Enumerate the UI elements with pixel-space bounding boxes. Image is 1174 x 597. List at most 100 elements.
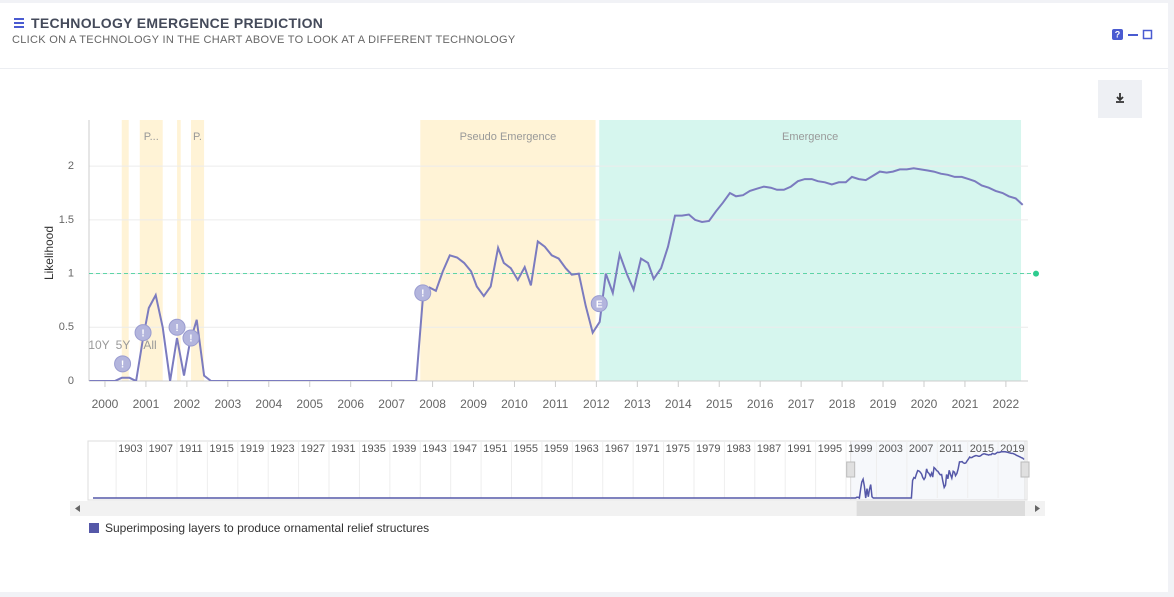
navigator-tick-label: 1939 [392,443,416,455]
navigator-tick-label: 1951 [483,443,507,455]
x-tick-label: 2010 [501,397,528,411]
navigator-tick-label: 1931 [331,443,355,455]
download-icon [1116,92,1124,103]
flag[interactable] [182,329,200,347]
y-tick-label: 1 [68,267,74,279]
flag[interactable] [168,318,186,336]
navigator-tick-label: 1963 [574,443,598,455]
x-tick-label: 2013 [624,397,651,411]
navigator-tick-label: 1947 [453,443,477,455]
x-tick-label: 2009 [460,397,487,411]
scrollbar-track [70,501,1045,516]
x-tick-label: 2012 [583,397,610,411]
band [599,120,1022,381]
x-tick-label: 2014 [665,397,692,411]
band-label: P... [144,131,159,143]
x-tick-label: 2003 [214,397,241,411]
flag-label: ! [421,289,424,300]
navigator-tick-label: 1979 [696,443,720,455]
flag[interactable] [114,355,132,373]
band [121,120,129,381]
range-button[interactable]: All [143,338,156,352]
navigator-tick-label: 1967 [605,443,629,455]
svg-text:?: ? [1115,29,1121,39]
navigator-tick-label: 1991 [787,443,811,455]
navigator-tick-label: 1999 [848,443,872,455]
navigator-tick-label: 2003 [878,443,902,455]
x-tick-label: 2018 [829,397,856,411]
band-label: Emergence [782,131,838,143]
navigator-tick-label: 1935 [361,443,385,455]
scroll-right[interactable] [1035,505,1040,512]
y-tick-label: 0 [68,375,74,387]
navigator-tick-label: 1911 [179,443,203,455]
legend-swatch[interactable] [89,523,99,533]
navigator-tick-label: 1987 [757,443,781,455]
navigator-tick-label: 1903 [118,443,142,455]
navigator-tick-label: 2015 [970,443,994,455]
x-tick-label: 2001 [133,397,160,411]
navigator-tick-label: 1919 [240,443,264,455]
x-tick-label: 2008 [419,397,446,411]
band [139,120,163,381]
header-title: TECHNOLOGY EMERGENCE PREDICTION [31,15,324,31]
navigator-line [850,450,1025,500]
download-button[interactable] [1098,80,1142,118]
scrollbar-thumb[interactable] [856,501,1026,516]
x-tick-label: 2002 [174,397,201,411]
navigator-tick-label: 1971 [635,443,659,455]
band-label: Pseudo Emergence [460,131,557,143]
x-tick-label: 2016 [747,397,774,411]
x-tick-label: 2005 [296,397,323,411]
navigator-tick-label: 1915 [209,443,233,455]
navigator-handle[interactable] [1020,461,1030,478]
navigator-tick-label: 1907 [149,443,173,455]
navigator-tick-label: 2011 [939,443,963,455]
band [420,120,596,381]
separator [0,68,1168,69]
flag-label: ! [121,359,124,370]
y-tick-label: 1.5 [59,214,74,226]
threshold-dot [1033,270,1039,277]
band-label: P. [193,131,202,143]
x-tick-label: 2011 [543,397,569,411]
navigator-tick-label: 1955 [514,443,538,455]
band [177,120,181,381]
flag[interactable] [414,284,432,302]
range-button[interactable]: 5Y [116,338,131,352]
navigator-handle[interactable] [846,461,856,478]
x-tick-label: 2021 [952,397,979,411]
flag-label: ! [189,334,192,345]
x-tick-label: 2004 [255,397,282,411]
range-button[interactable]: 10Y [88,338,109,352]
x-tick-label: 2020 [911,397,938,411]
navigator-tick-label: 1927 [301,443,325,455]
x-tick-label: 2006 [337,397,364,411]
window-controls[interactable]: ? [1112,28,1156,42]
y-tick-label: 2 [68,160,74,172]
header-subtitle: CLICK ON A TECHNOLOGY IN THE CHART ABOVE… [12,34,516,46]
band [190,120,205,381]
y-axis-label: Likelihood [42,226,56,280]
legend-label[interactable]: Superimposing layers to produce ornament… [105,521,429,535]
x-tick-label: 2019 [870,397,897,411]
navigator-tick-label: 1959 [544,443,568,455]
navigator-tick-label: 1983 [726,443,750,455]
title-icon [14,18,24,28]
flag-label: ! [141,328,144,339]
flag-label: ! [175,323,178,334]
flag-label: E [596,299,603,310]
navigator-tick-label: 1975 [666,443,690,455]
navigator-tick-label: 1943 [422,443,446,455]
x-tick-label: 2007 [378,397,405,411]
navigator-tick-label: 1995 [818,443,842,455]
flag[interactable] [134,324,152,342]
x-tick-label: 2000 [92,397,119,411]
y-tick-label: 0.5 [59,321,74,333]
flag[interactable] [590,295,608,313]
scroll-left[interactable] [75,505,80,512]
navigator-tick-label: 2007 [909,443,933,455]
navigator-tick-label: 1923 [270,443,294,455]
